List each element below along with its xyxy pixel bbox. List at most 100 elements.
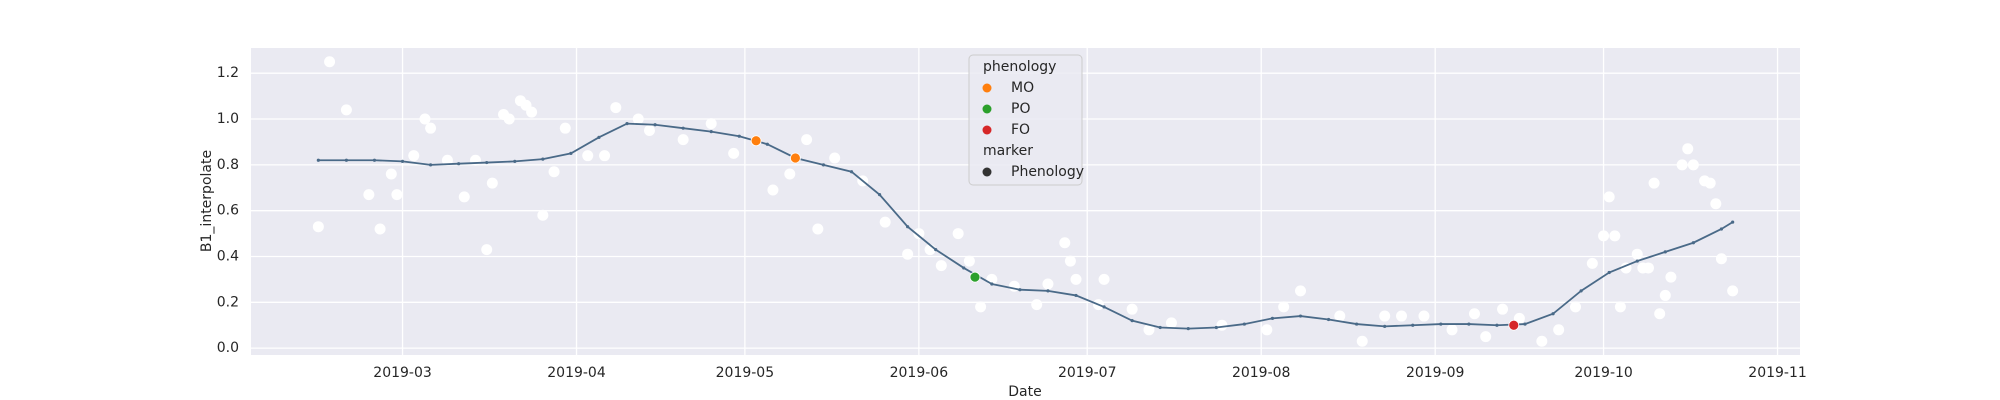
scatter-point	[458, 191, 470, 203]
scatter-point	[1727, 285, 1739, 297]
y-tick-label: 0.6	[217, 203, 239, 219]
scatter-point	[1648, 177, 1660, 189]
scatter-point	[1356, 335, 1368, 347]
line-dot	[1495, 323, 1499, 327]
line-dot	[344, 158, 349, 162]
scatter-point	[469, 154, 481, 166]
scatter-point	[391, 189, 403, 201]
line-dot	[428, 163, 433, 167]
x-tick-label: 2019-09	[1406, 365, 1465, 381]
scatter-point	[582, 150, 594, 162]
scatter-point	[1609, 230, 1621, 242]
scatter-point	[1665, 271, 1677, 283]
scatter-point	[1553, 324, 1565, 336]
legend-label: FO	[1011, 122, 1030, 138]
scatter-point	[385, 168, 397, 180]
line-dot	[1046, 289, 1050, 293]
scatter-point	[1715, 253, 1727, 265]
scatter-point	[1631, 248, 1643, 260]
line-dot	[1018, 288, 1022, 292]
line-dot	[1691, 241, 1695, 245]
scatter-point	[1418, 310, 1430, 322]
y-tick-label: 0.2	[217, 294, 239, 310]
scatter-point	[419, 113, 431, 125]
y-tick-label: 0.4	[217, 248, 239, 264]
scatter-point	[829, 152, 841, 164]
phenology-point	[789, 152, 801, 164]
scatter-point	[486, 177, 498, 189]
scatter-point	[1334, 310, 1346, 322]
scatter-point	[340, 104, 352, 116]
line-dot	[372, 158, 377, 162]
scatter-point	[1536, 335, 1548, 347]
scatter-point	[324, 56, 336, 68]
legend-label: PO	[1011, 101, 1030, 117]
scatter-point	[1497, 303, 1509, 315]
line-dot	[1270, 316, 1275, 320]
scatter-point	[935, 260, 947, 272]
line-dot	[1158, 325, 1162, 330]
scatter-point	[610, 102, 622, 114]
scatter-point	[363, 189, 375, 201]
x-tick-label: 2019-06	[890, 365, 949, 381]
scatter-point	[1126, 303, 1138, 315]
legend-marker	[982, 125, 992, 135]
scatter-point	[408, 150, 420, 162]
scatter-point	[952, 228, 964, 240]
legend-marker	[982, 167, 992, 177]
scatter-point	[1165, 317, 1177, 329]
scatter-point	[1704, 177, 1716, 189]
scatter-point	[1676, 159, 1688, 171]
y-tick-label: 0.8	[217, 157, 239, 173]
scatter-point	[728, 147, 740, 159]
x-tick-label: 2019-07	[1058, 365, 1117, 381]
scatter-point	[1710, 198, 1722, 210]
x-axis-label: Date	[1008, 384, 1041, 400]
scatter-point	[599, 150, 611, 162]
line-dot	[990, 282, 994, 286]
legend-label: MO	[1011, 80, 1034, 96]
line-dot	[906, 225, 910, 229]
line-dot	[569, 151, 573, 155]
line-dot	[1635, 259, 1639, 263]
scatter-point	[1682, 143, 1694, 155]
line-dot	[1355, 322, 1359, 326]
scatter-point	[963, 255, 975, 267]
scatter-point	[1614, 301, 1626, 313]
scatter-point	[503, 113, 515, 125]
line-dot	[316, 158, 320, 162]
scatter-point	[1031, 299, 1043, 311]
scatter-point	[705, 118, 717, 130]
scatter-point	[1143, 324, 1155, 336]
scatter-point	[812, 223, 824, 235]
scatter-point	[1446, 324, 1458, 336]
line-dot	[1214, 325, 1218, 330]
scatter-point	[1468, 308, 1480, 320]
line-dot	[1663, 250, 1667, 254]
scatter-point	[1396, 310, 1408, 322]
line-dot	[1551, 312, 1555, 316]
x-tick-label: 2019-11	[1748, 365, 1807, 381]
scatter-point	[1642, 262, 1654, 274]
y-tick-label: 0.0	[217, 340, 239, 356]
line-dot	[597, 135, 601, 139]
scatter-point	[1659, 289, 1671, 301]
scatter-point	[1042, 278, 1054, 290]
scatter-point	[632, 113, 644, 125]
scatter-point	[1278, 301, 1290, 313]
scatter-point	[1654, 308, 1666, 320]
scatter-point	[441, 154, 453, 166]
line-dot	[625, 122, 629, 126]
line-dot	[541, 157, 545, 161]
y-tick-label: 1.2	[217, 65, 239, 81]
y-tick-label: 1.0	[217, 111, 239, 127]
x-tick-label: 2019-05	[716, 365, 775, 381]
scatter-point	[879, 216, 891, 228]
line-dot	[877, 193, 882, 197]
scatter-point	[767, 184, 779, 196]
scatter-point	[1687, 159, 1699, 171]
line-dot	[1102, 305, 1106, 309]
line-dot	[1579, 289, 1583, 293]
scatter-point	[1603, 191, 1615, 203]
